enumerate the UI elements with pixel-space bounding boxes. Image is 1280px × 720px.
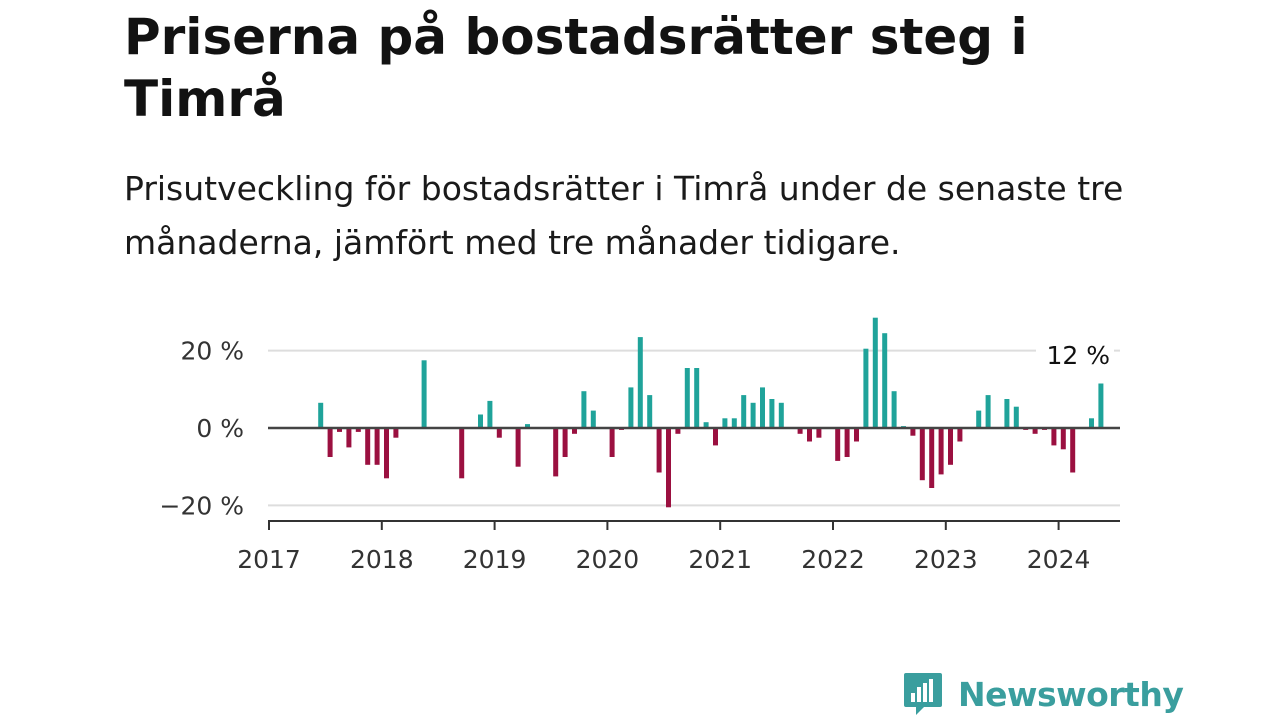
bar (731, 418, 737, 428)
bar (1089, 418, 1094, 428)
bar (1098, 383, 1104, 428)
bar (1051, 428, 1057, 446)
bar (590, 410, 596, 428)
bar (760, 387, 765, 428)
bar (572, 428, 577, 434)
x-tick-label: 2022 (801, 545, 865, 574)
labels: 20 % 0 % −20 % 2017 2018 2019 2020 2021 2022 2023… (160, 337, 1114, 574)
bar (891, 391, 897, 428)
bar (929, 428, 935, 488)
bar (797, 428, 803, 434)
bar (1032, 428, 1038, 434)
x-tick-label: 2018 (350, 545, 414, 574)
bar (835, 428, 841, 461)
bar (327, 428, 333, 457)
newsworthy-logo: Newsworthy (902, 670, 1184, 718)
bar (384, 428, 389, 479)
latest-value-label: 12 % (1046, 341, 1110, 370)
bar (1013, 406, 1019, 428)
bar (421, 360, 427, 428)
bar (478, 414, 483, 428)
bar (637, 337, 643, 428)
bar (666, 428, 671, 508)
x-tick-label: 2019 (463, 545, 527, 574)
bars (318, 317, 1104, 508)
bar (750, 402, 756, 428)
bar (393, 428, 399, 438)
x-tick-label: 2017 (237, 545, 301, 574)
y-tick-label: 20 % (180, 337, 244, 366)
bar (863, 348, 869, 428)
x-tick-label: 2020 (576, 545, 640, 574)
bar (581, 391, 587, 428)
bar (675, 428, 681, 434)
bar (337, 428, 342, 432)
bar (553, 428, 559, 477)
bar (609, 428, 615, 457)
bar (976, 410, 982, 428)
bar (882, 333, 888, 428)
bar (769, 399, 775, 428)
bar (703, 422, 709, 428)
bar (1004, 399, 1010, 428)
bar (496, 428, 502, 438)
newsworthy-logo-icon (904, 673, 942, 715)
bar (985, 395, 991, 428)
chart-subtitle: Prisutveckling för bostadsrätter i Timrå… (124, 169, 1124, 262)
bar (487, 400, 493, 428)
annotation-background (1036, 337, 1114, 373)
bar (919, 428, 925, 481)
bar (948, 428, 953, 465)
bar (525, 424, 530, 428)
brand-name: Newsworthy (958, 674, 1184, 714)
bar (365, 428, 371, 465)
bar (938, 428, 944, 475)
bar (713, 428, 718, 446)
bar (684, 368, 690, 428)
x-tick-label: 2021 (688, 545, 752, 574)
bar (816, 428, 822, 438)
bar (854, 428, 859, 442)
bar (1060, 428, 1066, 450)
y-tick-label: 0 % (196, 414, 244, 443)
axes (268, 426, 1120, 530)
y-tick-label: −20 % (160, 491, 244, 520)
bar (355, 428, 361, 432)
bar (722, 418, 728, 428)
bar (374, 428, 380, 465)
bar (346, 428, 352, 448)
bar (656, 428, 662, 473)
bar (515, 428, 521, 467)
x-tick-label: 2024 (1027, 545, 1091, 574)
bar (318, 402, 324, 428)
bar (844, 428, 850, 457)
gridlines (268, 349, 1120, 507)
bar (872, 317, 878, 428)
chart-title: Priserna på bostadsrätter steg i Timrå (124, 8, 1028, 128)
bar (807, 428, 812, 442)
bar (957, 428, 963, 442)
bar (741, 395, 747, 428)
bar (778, 402, 784, 428)
bar (1070, 428, 1076, 473)
x-tick-label: 2023 (914, 545, 978, 574)
bar (459, 428, 465, 479)
bar (910, 428, 916, 436)
bar (562, 428, 568, 457)
bar (628, 387, 634, 428)
bar (647, 395, 653, 428)
bar (694, 368, 700, 428)
